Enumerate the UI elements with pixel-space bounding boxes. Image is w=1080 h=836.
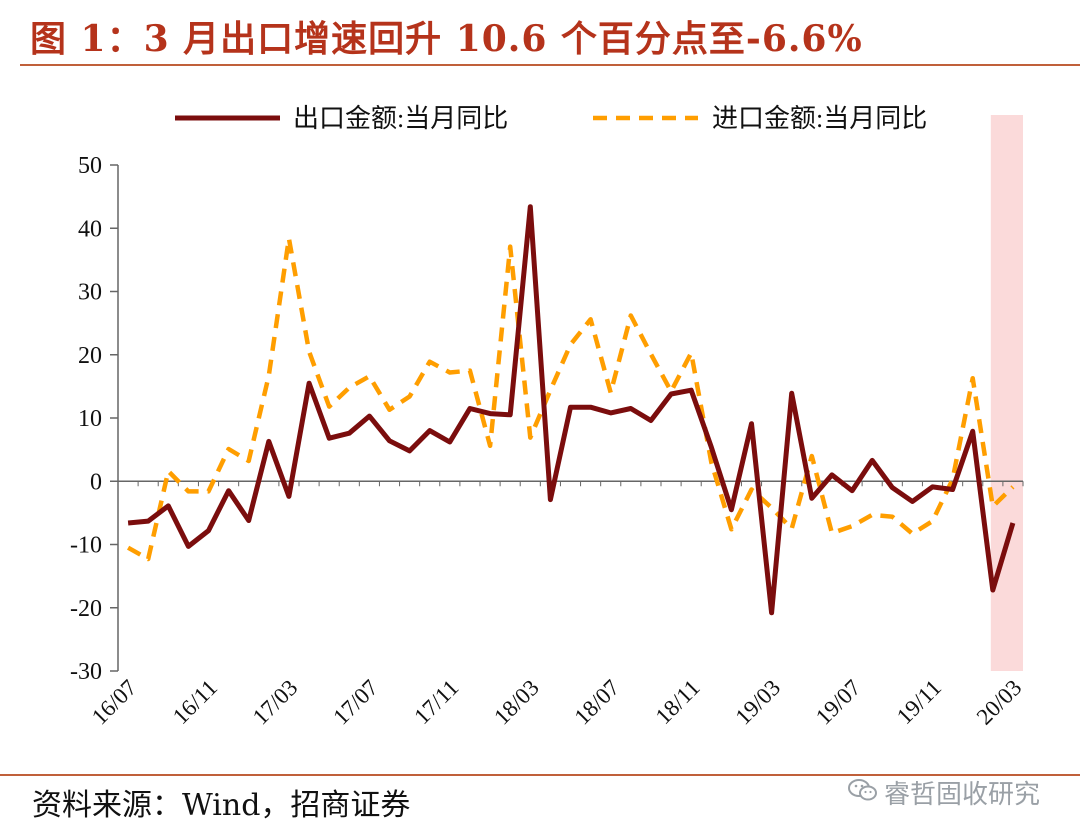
y-tick-label: -30 — [70, 659, 102, 685]
x-tick-label: 18/07 — [570, 675, 625, 730]
y-tick-label: -20 — [70, 596, 102, 622]
x-tick-label: 17/07 — [328, 675, 383, 730]
x-tick-label: 18/11 — [651, 675, 705, 729]
legend-import-label: 进口金额:当月同比 — [712, 104, 927, 133]
x-tick-label: 19/07 — [811, 675, 866, 730]
figure-title: 图 1：3 月出口增速回升 10.6 个百分点至-6.6% — [30, 18, 863, 60]
y-tick-label: 10 — [78, 406, 102, 432]
watermark-text: 睿哲固收研究 — [884, 780, 1041, 810]
x-tick-label: 18/03 — [489, 675, 544, 730]
x-tick-label: 19/03 — [730, 675, 785, 730]
y-tick-label: -10 — [70, 533, 102, 559]
x-tick-label: 19/11 — [892, 675, 946, 729]
x-tick-label: 17/11 — [409, 675, 463, 729]
x-tick-label: 20/03 — [972, 675, 1027, 730]
export-series-line — [127, 204, 1016, 616]
import-series-line — [126, 236, 1015, 562]
y-tick-label: 30 — [78, 280, 102, 306]
x-tick-label: 16/11 — [168, 675, 222, 729]
wechat-icon — [848, 779, 877, 801]
y-tick-label: 0 — [90, 469, 102, 495]
source-note: 资料来源：Wind，招商证券 — [32, 788, 411, 823]
y-tick-label: 50 — [78, 153, 102, 179]
source-rule — [0, 774, 1080, 776]
title-rule — [20, 64, 1080, 66]
y-tick-label: 20 — [78, 343, 102, 369]
legend-export-label: 出口金额:当月同比 — [293, 104, 508, 133]
y-tick-label: 40 — [78, 216, 102, 242]
x-tick-label: 17/03 — [248, 675, 303, 730]
